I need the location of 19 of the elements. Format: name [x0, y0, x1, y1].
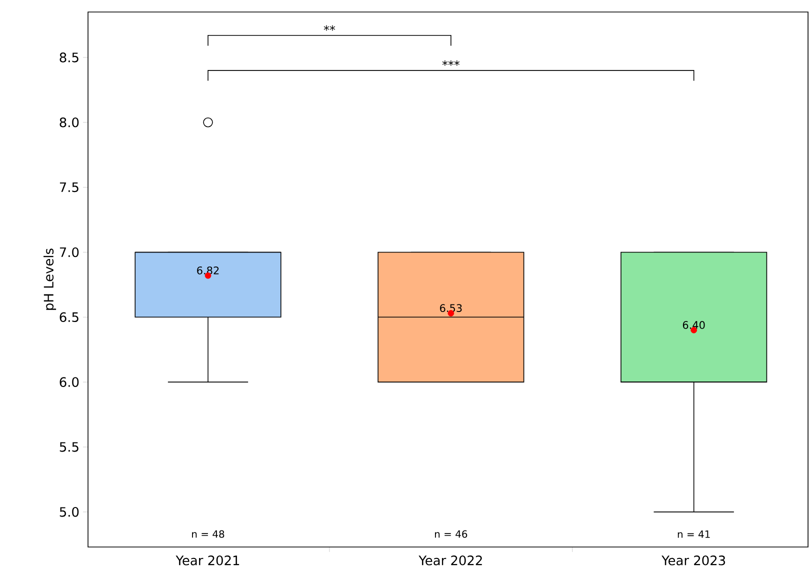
y-tick-label: 7.0 — [60, 247, 79, 258]
annotation: 6.40 — [682, 321, 705, 329]
x-tick-label: Year 2022 — [418, 556, 482, 566]
x-tick-label: Year 2021 — [176, 556, 240, 566]
annotation: n = 48 — [192, 530, 224, 538]
y-tick-label: 7.5 — [60, 182, 78, 192]
y-tick-label: 6.0 — [60, 377, 79, 387]
annotation: 6.82 — [197, 266, 219, 274]
y-tick-label: 6.5 — [60, 312, 78, 322]
annotation: n = 46 — [434, 530, 468, 538]
annotation: *** — [442, 60, 460, 66]
y-tick-label: 8.5 — [60, 52, 78, 62]
annotation: n = 41 — [678, 530, 710, 538]
y-tick-label: 5.5 — [60, 442, 78, 452]
y-tick-label: 8.0 — [60, 117, 79, 128]
y-tick-label: 5.0 — [60, 507, 79, 517]
y-axis-title: pH Levels — [44, 248, 56, 310]
annotation: ** — [324, 25, 336, 31]
x-tick-label: Year 2023 — [662, 556, 726, 566]
